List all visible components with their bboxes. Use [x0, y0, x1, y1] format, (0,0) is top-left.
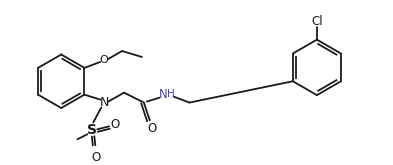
Text: S: S	[87, 123, 97, 137]
Text: O: O	[92, 151, 101, 164]
Text: O: O	[110, 118, 120, 131]
Text: N: N	[99, 96, 109, 109]
Text: O: O	[147, 122, 156, 135]
Text: H: H	[167, 89, 174, 99]
Text: Cl: Cl	[311, 15, 323, 28]
Text: N: N	[159, 88, 168, 101]
Text: O: O	[100, 55, 108, 65]
